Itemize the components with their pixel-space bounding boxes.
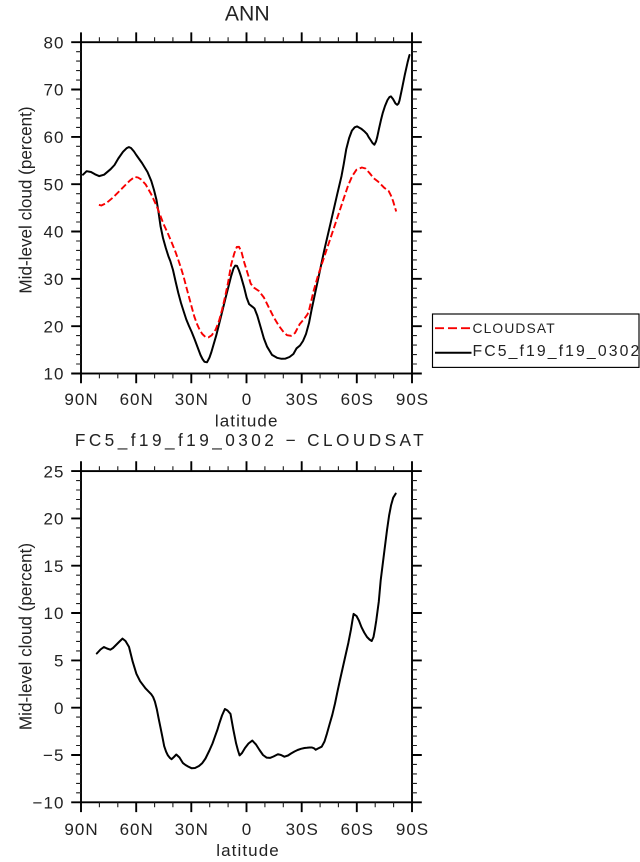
svg-text:90S: 90S: [396, 820, 429, 839]
svg-text:Mid-level cloud (percent): Mid-level cloud (percent): [16, 543, 35, 730]
svg-text:60S: 60S: [341, 390, 374, 409]
svg-text:60: 60: [43, 128, 64, 147]
svg-text:ANN: ANN: [225, 3, 270, 26]
svg-text:Mid-level cloud (percent): Mid-level cloud (percent): [16, 106, 35, 293]
svg-text:60N: 60N: [120, 820, 154, 839]
svg-text:0: 0: [54, 699, 65, 718]
svg-text:0: 0: [242, 820, 252, 839]
svg-text:40: 40: [43, 223, 64, 242]
svg-text:FC5_f19_f19_0302: FC5_f19_f19_0302: [473, 343, 640, 360]
svg-text:latitude: latitude: [215, 411, 279, 430]
svg-text:30: 30: [43, 270, 64, 289]
svg-text:30S: 30S: [286, 390, 319, 409]
svg-text:10: 10: [43, 365, 64, 384]
svg-text:−10: −10: [32, 794, 64, 813]
svg-text:60N: 60N: [120, 390, 154, 409]
svg-text:20: 20: [43, 510, 64, 529]
svg-text:90N: 90N: [64, 390, 98, 409]
svg-text:5: 5: [54, 652, 65, 671]
svg-text:30N: 30N: [175, 820, 209, 839]
svg-text:60S: 60S: [341, 820, 374, 839]
svg-text:30S: 30S: [286, 820, 319, 839]
svg-text:−5: −5: [43, 746, 65, 765]
svg-text:0: 0: [242, 390, 252, 409]
svg-text:90S: 90S: [396, 390, 429, 409]
svg-text:15: 15: [43, 557, 64, 576]
svg-text:25: 25: [43, 462, 64, 481]
svg-text:FC5_f19_f19_0302 − CLOUDSAT: FC5_f19_f19_0302 − CLOUDSAT: [75, 430, 427, 450]
svg-text:80: 80: [43, 33, 64, 52]
svg-text:CLOUDSAT: CLOUDSAT: [473, 321, 556, 336]
svg-text:50: 50: [43, 175, 64, 194]
svg-text:70: 70: [43, 81, 64, 100]
svg-text:30N: 30N: [175, 390, 209, 409]
svg-text:20: 20: [43, 317, 64, 336]
svg-text:90N: 90N: [64, 820, 98, 839]
svg-text:10: 10: [43, 604, 64, 623]
svg-text:latitude: latitude: [216, 841, 280, 860]
